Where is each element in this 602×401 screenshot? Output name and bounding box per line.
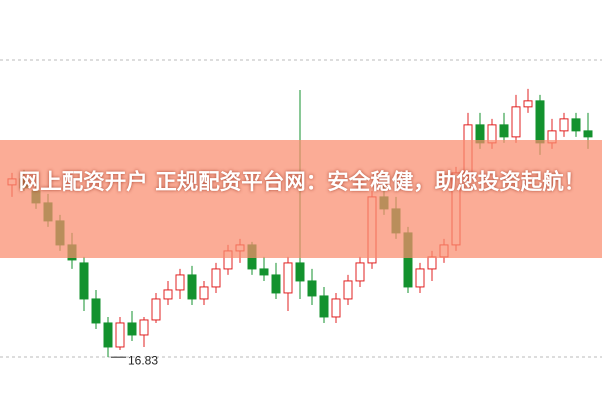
candle-body <box>319 295 329 318</box>
candle-body <box>583 130 593 138</box>
candle-body <box>91 298 101 324</box>
candle-body <box>259 268 269 276</box>
candle-body <box>139 319 149 336</box>
banner <box>0 140 602 258</box>
candle-body <box>427 256 437 270</box>
candle-body <box>103 322 113 348</box>
candle-body <box>343 280 353 300</box>
candle-body <box>559 118 569 132</box>
candle-body <box>211 268 221 288</box>
candle-body <box>307 280 317 297</box>
candle-body <box>271 274 281 294</box>
candle-body <box>571 118 581 132</box>
candle-body <box>295 262 305 282</box>
candle-body <box>535 100 545 144</box>
candle-body <box>115 322 125 348</box>
candle-body <box>79 262 89 300</box>
candle-body <box>187 274 197 300</box>
candle-body <box>415 268 425 288</box>
candle-body <box>499 124 509 138</box>
candle-body <box>199 286 209 300</box>
low-annotation: 16.83 <box>128 353 158 367</box>
candle-body <box>523 100 533 108</box>
banner-title: 网上配资开户 正规配资平台网：安全稳健，助您投资起航！ <box>18 170 586 195</box>
candle-body <box>355 262 365 282</box>
candle-body <box>175 274 185 291</box>
candle-body <box>163 289 173 300</box>
candle-body <box>511 106 521 138</box>
candle-body <box>283 262 293 294</box>
candle-body <box>331 298 341 318</box>
candle-body <box>151 298 161 321</box>
candle-body <box>127 322 137 336</box>
